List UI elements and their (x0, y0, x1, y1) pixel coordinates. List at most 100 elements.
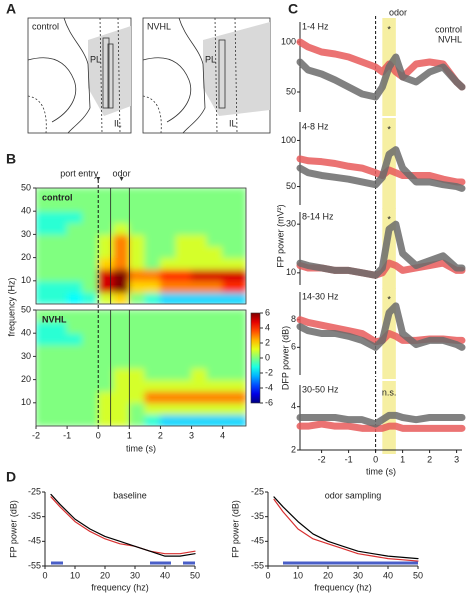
y-tick-label: -55 (251, 560, 264, 570)
heatmap-cell (191, 379, 208, 392)
heatmap-cell (222, 233, 239, 247)
heatmap-cell (51, 280, 68, 293)
heatmap-cell (66, 310, 84, 323)
heatmap-cell (97, 355, 115, 369)
heatmap-cell (128, 390, 146, 404)
plot-frame (35, 309, 247, 427)
heatmap-cell (51, 233, 68, 247)
heatmap-cell (36, 402, 53, 415)
heatmap-cell (113, 222, 130, 235)
heatmap-cell (36, 344, 53, 357)
series-line (273, 498, 419, 562)
event-label: odor (113, 168, 131, 178)
heatmap-cell (66, 332, 84, 346)
y-axis-label: FP power (mV²) (275, 204, 285, 267)
y-tick-label: -35 (28, 511, 41, 521)
heatmap-cell (113, 257, 130, 270)
heatmap-cell (82, 245, 99, 259)
heatmap-cell (82, 402, 99, 415)
contour (142, 57, 192, 123)
contour (63, 17, 91, 134)
heatmap-cell (113, 188, 130, 201)
heatmap-cell (159, 390, 177, 404)
heatmap-cell (113, 332, 130, 346)
heatmap-cell (144, 291, 161, 304)
heatmap-cell (36, 188, 53, 201)
x-axis-label: time (s) (126, 443, 156, 453)
heatmap-cell (191, 413, 208, 426)
heatmap-cell (113, 402, 130, 415)
heatmap-cell (97, 210, 115, 224)
heatmap-cell (51, 268, 68, 282)
heatmap-cell (191, 344, 208, 357)
heatmap-cell (206, 245, 224, 259)
heatmap-cell (66, 210, 84, 224)
y-tick-label: 30 (21, 351, 31, 361)
heatmap-cell (144, 199, 161, 212)
x-tick-label: 20 (100, 570, 110, 580)
y-tick-label: 4 (291, 401, 296, 411)
series-line (296, 220, 466, 279)
heatmap-cell (144, 210, 161, 224)
panel-title: baseline (113, 490, 147, 500)
heatmap-cell (237, 413, 246, 426)
series-line (50, 496, 196, 555)
heatmap-cell (113, 367, 130, 381)
heatmap-cell (222, 413, 239, 426)
heatmap-cell (36, 233, 53, 247)
heatmap-cell (128, 268, 146, 282)
heatmap-cell (175, 402, 193, 415)
heatmap-cell (159, 245, 177, 259)
heatmap-cell (97, 402, 115, 415)
heatmap-cell (191, 280, 208, 293)
heatmap-cell (175, 355, 193, 369)
boundary (142, 95, 162, 134)
heatmap-cell (51, 332, 68, 346)
y-tick-label: 50 (286, 86, 296, 96)
heatmap-cell (191, 291, 208, 304)
heatmap-cell (97, 367, 115, 381)
heatmap-cell (66, 233, 84, 247)
heatmap-cell (66, 199, 84, 212)
heatmap-cell (66, 379, 84, 392)
heatmap-cell (191, 390, 208, 404)
heatmap-cell (191, 222, 208, 235)
heatmap-cell (66, 280, 84, 293)
heatmap-cell (222, 280, 239, 293)
heatmap-cell (128, 199, 146, 212)
series-line (296, 420, 466, 432)
heatmap-cell (51, 222, 68, 235)
x-tick-label: 50 (413, 570, 423, 580)
heatmap-cell (97, 280, 115, 293)
heatmap-cell (159, 367, 177, 381)
heatmap-cell (82, 321, 99, 334)
brain-section: NVHL PL IL (142, 17, 271, 134)
heatmap-cell (175, 379, 193, 392)
heatmap-cell (97, 344, 115, 357)
heatmap-cell (222, 379, 239, 392)
heatmap-cell (128, 291, 146, 304)
heatmap-cell (237, 257, 246, 270)
heatmap-cell (144, 321, 161, 334)
y-tick-label: -55 (28, 560, 41, 570)
y-tick-label: 6 (291, 342, 296, 352)
heatmap-cell (113, 321, 130, 334)
heatmap-cell (206, 257, 224, 270)
heatmap-cell (191, 257, 208, 270)
heatmap-cell (128, 355, 146, 369)
heatmap-cell (82, 332, 99, 346)
boundary (99, 17, 121, 134)
heatmap-cell (175, 332, 193, 346)
heatmap-cell (206, 332, 224, 346)
colorbar-tick-label: 6 (265, 307, 270, 317)
heatmap-cell (36, 355, 53, 369)
electrode (218, 39, 226, 109)
heatmap-cell (113, 210, 130, 224)
x-tick-label: 0 (42, 570, 47, 580)
y-tick-label: 50 (21, 182, 31, 192)
y-tick-label: 10 (21, 275, 31, 285)
heatmap-cell (128, 280, 146, 293)
heatmap-cell (113, 268, 130, 282)
heatmap-cell (82, 280, 99, 293)
heatmap-cell (66, 355, 84, 369)
